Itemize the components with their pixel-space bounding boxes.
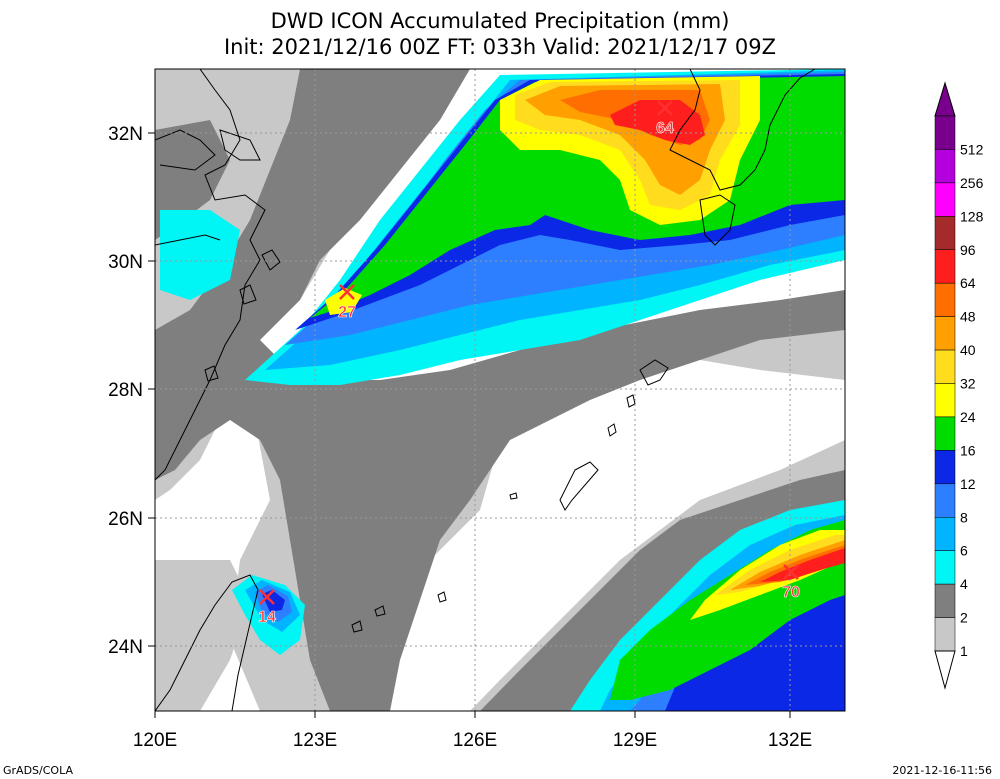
legend-level-label: 16 [960,442,976,458]
lon-label: 120E [133,730,177,751]
legend-level-label: 4 [960,576,968,592]
legend-bottom-arrow [934,650,956,690]
max-markers: 64 27 14 70 [258,100,800,626]
precip-layer-64 [610,100,845,582]
legend-level-label: 1 [960,643,968,659]
grid-lines [155,69,845,711]
legend-color-box [934,517,956,551]
legend-level-label: 8 [960,509,968,525]
legend-level-label: 512 [960,141,984,157]
coastlines [155,69,816,711]
max-marker: 27 [338,284,356,321]
legend-color-box [934,149,956,184]
legend-level-label: 128 [960,208,984,224]
footer-credit: GrADS/COLA [3,764,73,777]
lat-label: 30N [108,252,143,273]
lat-label: 32N [108,124,143,145]
legend-level-label: 32 [960,376,976,392]
footer-timestamp: 2021-12-16-11:56 [892,764,992,777]
max-marker: 70 [782,564,800,601]
legend-color-box [934,182,956,217]
map-subtitle: Init: 2021/12/16 00Z FT: 033h Valid: 202… [223,35,777,59]
legend-color-box [934,115,956,150]
lat-label: 24N [108,637,143,658]
plot-frame [154,68,846,712]
marker-label: 64 [656,120,674,137]
legend-level-label: 64 [960,275,976,291]
max-marker: 64 [656,100,674,137]
legend-level-label: 24 [960,409,976,425]
lat-label: 26N [108,509,143,530]
axis-ticks [148,132,791,718]
legend-level-label: 6 [960,543,968,559]
legend-color-box [934,450,956,485]
max-marker: 14 [258,589,276,626]
legend-color-box [934,383,956,418]
legend-color-box [934,483,956,518]
legend-level-label: 96 [960,242,976,258]
legend-color-box [934,617,956,652]
map-title: DWD ICON Accumulated Precipitation (mm) [270,9,730,33]
legend-level-label: 2 [960,610,968,626]
plot-area [155,69,845,711]
legend-color-box [934,316,956,351]
lon-label: 132E [768,730,812,751]
legend-color-box [934,216,956,250]
legend-color-box [934,583,956,618]
legend-color-box [934,550,956,585]
legend-color-box [934,249,956,284]
legend-color-box [934,282,956,317]
legend-level-label: 48 [960,309,976,325]
legend-color-box [934,416,956,451]
lon-label: 123E [293,730,337,751]
legend-color-box [934,349,956,384]
marker-label: 14 [258,609,276,626]
legend-level-label: 40 [960,342,976,358]
legend-top-arrow [934,81,956,117]
legend-level-label: 256 [960,175,984,191]
legend-level-label: 12 [960,476,976,492]
legend-boxes [934,115,956,652]
marker-label: 70 [782,584,800,601]
lon-label: 126E [453,730,497,751]
lat-label: 28N [108,380,143,401]
marker-label: 27 [338,304,356,321]
lon-label: 129E [613,730,657,751]
